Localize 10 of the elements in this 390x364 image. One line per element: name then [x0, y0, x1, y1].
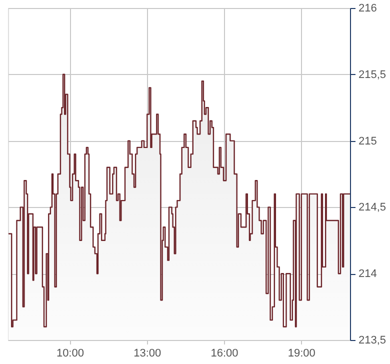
x-tick-label: 16:00	[210, 348, 238, 360]
y-tick-label: 214,5	[358, 202, 386, 214]
y-tick-label: 214	[358, 268, 377, 280]
y-tick-label: 215	[358, 135, 377, 148]
y-tick-label: 213,5	[358, 334, 386, 346]
x-tick-label: 19:00	[288, 348, 316, 360]
y-tick-label: 216	[358, 2, 377, 14]
x-tick-label: 10:00	[56, 348, 84, 360]
x-tick-label: 13:00	[134, 348, 162, 360]
y-tick-label: 215,5	[358, 68, 386, 81]
